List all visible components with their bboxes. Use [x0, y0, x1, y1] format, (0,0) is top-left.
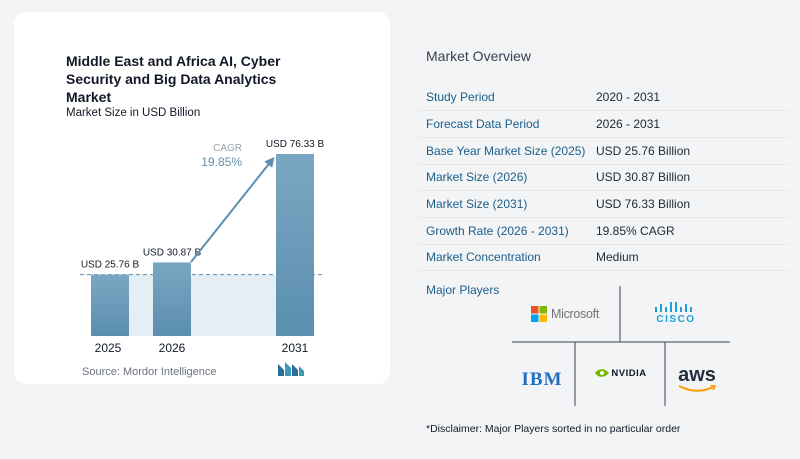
row-key: Market Size (2031) [418, 190, 588, 218]
table-row: Forecast Data Period 2026 - 2031 [418, 110, 788, 138]
table-row: Study Period 2020 - 2031 [418, 84, 788, 112]
aws-logo: aws [670, 362, 724, 396]
row-value: USD 25.76 Billion [588, 137, 788, 165]
table-row: Market Concentration Medium [418, 244, 788, 272]
row-key: Base Year Market Size (2025) [418, 137, 588, 165]
row-key: Market Size (2026) [418, 164, 588, 192]
row-key: Study Period [418, 84, 588, 112]
bar-2031 [276, 154, 314, 336]
data-label-2031: USD 76.33 B [266, 139, 325, 150]
nvidia-logo: NVIDIA [590, 364, 652, 382]
x-tick-2031: 2031 [282, 341, 309, 355]
aws-name: aws [678, 364, 716, 386]
disclaimer-text: *Disclaimer: Major Players sorted in no … [426, 423, 681, 435]
data-label-2025: USD 25.76 B [81, 260, 140, 271]
microsoft-name: Microsoft [550, 307, 599, 321]
data-label-2026: USD 30.87 B [143, 247, 202, 258]
x-tick-2025: 2025 [95, 341, 122, 355]
market-overview-title: Market Overview [426, 48, 532, 64]
table-row: Growth Rate (2026 - 2031) 19.85% CAGR [418, 217, 788, 245]
cisco-logo: CISCO [648, 300, 704, 326]
cagr-label: CAGR [213, 143, 242, 154]
bar-2026 [153, 262, 191, 336]
table-row: Market Size (2031) USD 76.33 Billion [418, 190, 788, 218]
nvidia-name: NVIDIA [611, 367, 647, 379]
cisco-bars-icon [655, 301, 692, 312]
x-tick-2026: 2026 [159, 341, 186, 355]
cagr-value: 19.85% [201, 155, 242, 169]
ibm-logo: IBM [514, 368, 570, 392]
cagr-arrow [190, 156, 275, 263]
row-value: Medium [588, 244, 788, 272]
cisco-name: CISCO [656, 313, 696, 325]
chart-title: Middle East and Africa AI, Cyber Securit… [66, 53, 281, 105]
row-value: USD 76.33 Billion [588, 190, 788, 218]
nvidia-eye-icon [595, 369, 610, 377]
bar-2025 [91, 274, 129, 336]
major-players-title: Major Players [426, 283, 500, 297]
row-key: Growth Rate (2026 - 2031) [418, 217, 588, 245]
table-row: Base Year Market Size (2025) USD 25.76 Bi… [418, 137, 788, 165]
ibm-name: IBM [521, 369, 563, 390]
market-overview-table: Study Period 2020 - 2031 Forecast Data Pe… [418, 84, 788, 272]
mordor-intelligence-logo-icon [278, 362, 304, 376]
microsoft-windows-icon [530, 306, 547, 322]
row-value: 2026 - 2031 [588, 110, 788, 138]
row-value: 2020 - 2031 [588, 84, 788, 112]
chart-subtitle: Market Size in USD Billion [66, 107, 201, 119]
aws-smile-icon [678, 385, 717, 392]
row-value: USD 30.87 Billion [588, 164, 788, 192]
table-row: Market Size (2026) USD 30.87 Billion [418, 164, 788, 192]
source-label: Source: Mordor Intelligence [82, 366, 217, 378]
row-value: 19.85% CAGR [588, 217, 788, 245]
microsoft-logo: Microsoft [530, 302, 600, 326]
row-key: Market Concentration [418, 244, 588, 272]
row-key: Forecast Data Period [418, 110, 588, 138]
